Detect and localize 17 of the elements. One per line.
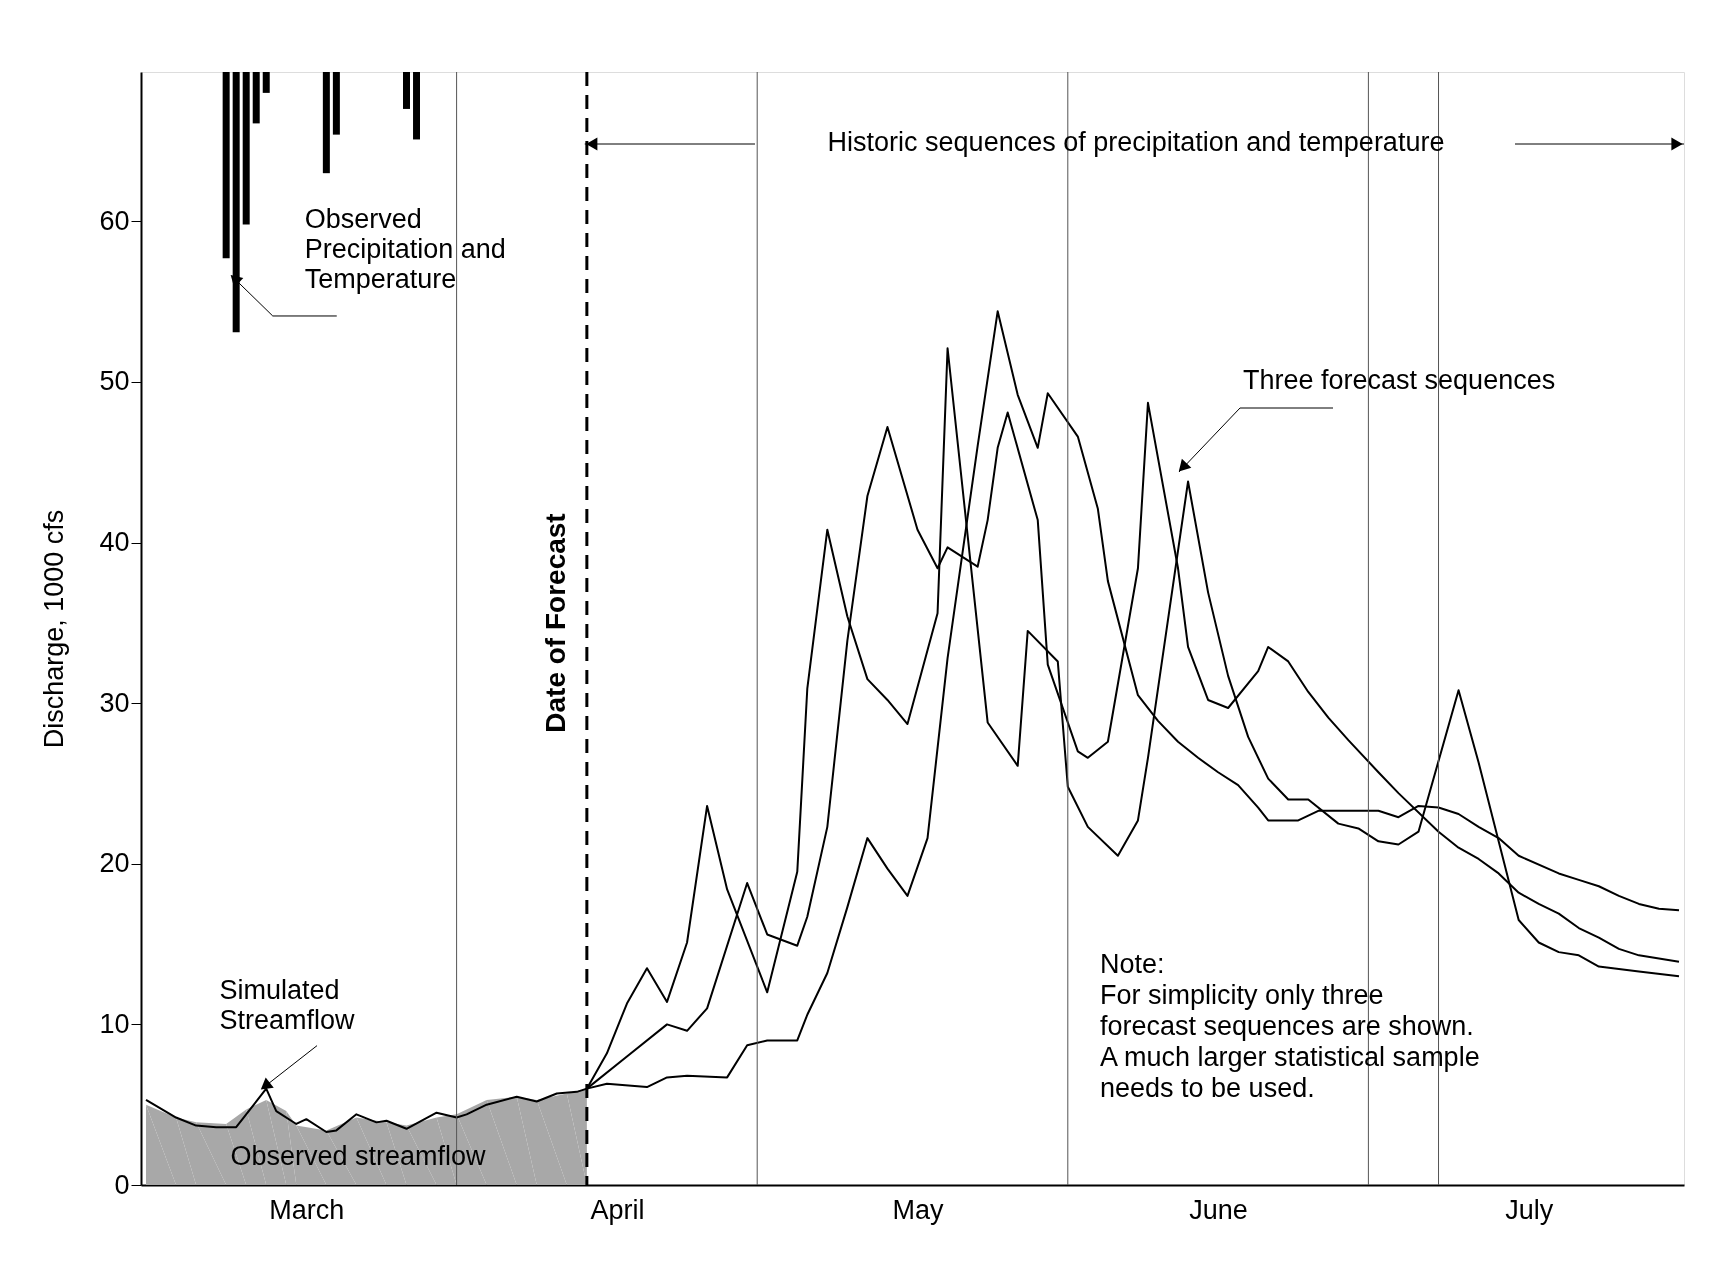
ref-line-label: Date of Forecast — [540, 513, 572, 733]
x-tick-label: June — [1189, 1194, 1248, 1225]
x-tick-label: March — [269, 1194, 345, 1225]
y-axis-title: Discharge, 1000 cfs — [39, 509, 70, 749]
y-tick-label: 20 — [99, 848, 130, 879]
x-tick-label: April — [590, 1194, 645, 1225]
annotation: Simulated Streamflow — [219, 974, 356, 1035]
y-tick-label: 30 — [99, 687, 130, 718]
annotation: Observed streamflow — [230, 1141, 487, 1171]
y-tick-label: 0 — [114, 1169, 130, 1200]
y-tick-label: 50 — [99, 366, 130, 397]
x-tick-label: July — [1505, 1194, 1554, 1225]
x-tick-label: May — [892, 1194, 945, 1225]
y-tick-label: 40 — [99, 527, 130, 558]
annotation: Observed Precipitation and Temperature — [304, 203, 506, 294]
y-tick-label: 10 — [99, 1008, 130, 1039]
y-tick-label: 60 — [99, 205, 130, 236]
